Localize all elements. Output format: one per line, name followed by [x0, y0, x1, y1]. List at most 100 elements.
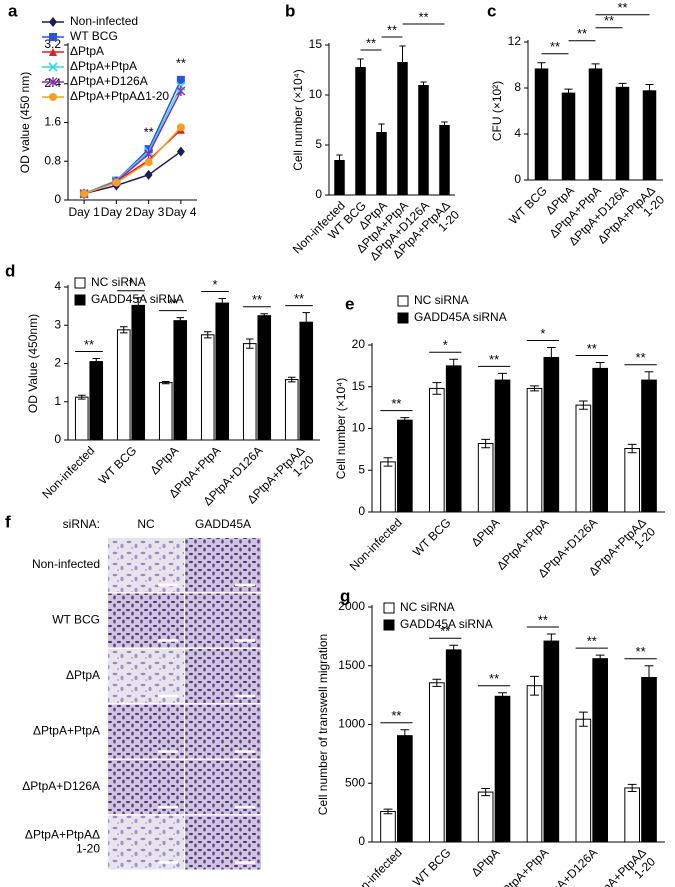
y-axis-label: OD Value (450nm) — [26, 314, 40, 413]
y-tick-label: 10 — [352, 421, 366, 435]
bar — [89, 361, 104, 441]
micrograph — [108, 538, 184, 592]
column-header: NC — [137, 517, 155, 531]
marker — [48, 62, 58, 72]
error-bar — [578, 400, 588, 410]
y-tick-label: 12 — [508, 34, 522, 48]
panel-letter: b — [285, 1, 295, 20]
row-label: Non-infected — [32, 557, 100, 571]
bar — [355, 67, 366, 195]
x-tick-label: Day 4 — [165, 205, 197, 219]
error-bar — [537, 62, 546, 75]
error-bar — [432, 382, 442, 395]
micrograph — [185, 815, 261, 870]
y-tick-label: 3 — [54, 317, 61, 331]
bar — [624, 787, 640, 843]
error-bar — [287, 376, 296, 383]
y-axis-label: Cell number (×10⁴) — [291, 69, 305, 171]
legend-label: GADD45A siRNA — [414, 310, 507, 324]
series-line — [83, 150, 182, 195]
bar — [200, 334, 215, 441]
significance-label: ** — [84, 337, 94, 352]
bar — [477, 791, 494, 843]
significance-label: ** — [636, 350, 646, 365]
column-header-label: siRNA: — [63, 517, 100, 531]
significance-label: ** — [252, 292, 262, 307]
significance-label: ** — [550, 39, 560, 54]
x-tick-label: Day 1 — [68, 205, 100, 219]
error-bar — [498, 372, 507, 388]
bar — [173, 320, 188, 441]
y-tick-label: 20 — [352, 337, 366, 351]
y-tick-label: 5 — [358, 462, 365, 476]
legend-swatch — [383, 602, 395, 614]
bar — [257, 315, 272, 441]
error-bar — [383, 457, 393, 467]
significance-label: ** — [604, 13, 614, 28]
micrograph — [108, 649, 184, 703]
bar — [284, 379, 299, 441]
bar — [397, 735, 413, 843]
y-tick-label: 2000 — [338, 599, 365, 613]
error-bar — [481, 438, 491, 449]
error-bar — [400, 729, 410, 743]
error-bar — [302, 312, 311, 333]
y-tick-label: 0 — [514, 172, 521, 186]
error-bar — [336, 154, 343, 166]
marker — [176, 123, 185, 132]
error-bar — [591, 63, 600, 74]
error-bar — [176, 317, 185, 325]
error-bar — [578, 711, 588, 727]
significance-label: ** — [538, 612, 548, 627]
significance-label: ** — [391, 396, 401, 411]
marker — [80, 189, 89, 198]
error-bar — [595, 362, 605, 375]
bar — [543, 357, 560, 513]
error-bar — [357, 58, 364, 76]
significance-label: ** — [418, 9, 428, 24]
legend-label: NC siRNA — [91, 275, 146, 289]
marker — [176, 75, 185, 84]
legend-swatch — [74, 277, 86, 289]
bar — [215, 302, 230, 441]
bar — [641, 379, 657, 513]
bar — [429, 387, 445, 513]
error-bar — [530, 675, 539, 696]
significance-label: ** — [294, 291, 304, 306]
error-bar — [546, 633, 556, 649]
significance-label: * — [212, 277, 217, 292]
significance-label: * — [128, 276, 133, 291]
y-tick-label: 4 — [514, 126, 521, 140]
error-bar — [245, 338, 254, 349]
bar — [592, 367, 608, 513]
bar — [334, 160, 345, 195]
y-tick-label: 0 — [54, 432, 61, 446]
error-bar — [644, 371, 654, 389]
x-tick-label: WT BCG — [506, 183, 550, 227]
error-bar — [449, 644, 459, 656]
legend-swatch — [397, 295, 409, 307]
x-tick-label: Non-infected — [347, 515, 405, 573]
bar — [561, 92, 576, 180]
marker — [112, 178, 121, 187]
significance-label: ** — [489, 671, 499, 686]
error-bar — [449, 358, 459, 374]
y-axis-label: Cell number (×10⁴) — [334, 378, 348, 480]
annotation: ** — [144, 125, 154, 140]
bar — [299, 321, 314, 441]
marker — [176, 86, 186, 97]
micrograph — [185, 538, 261, 592]
bar — [592, 658, 608, 843]
y-axis-label: CFU (×10²) — [490, 81, 504, 141]
legend-label: ΔPtpA+PtpAΔ1-20 — [70, 89, 169, 103]
legend-label: GADD45A siRNA — [91, 292, 184, 306]
error-bar — [618, 82, 627, 91]
marker — [144, 148, 154, 159]
bar — [575, 404, 592, 513]
significance-label: * — [443, 338, 448, 353]
error-bar — [203, 331, 212, 339]
bar — [397, 62, 408, 195]
error-bar — [399, 45, 406, 79]
x-tick-label: WT BCG — [410, 845, 454, 887]
error-bar — [645, 84, 654, 97]
